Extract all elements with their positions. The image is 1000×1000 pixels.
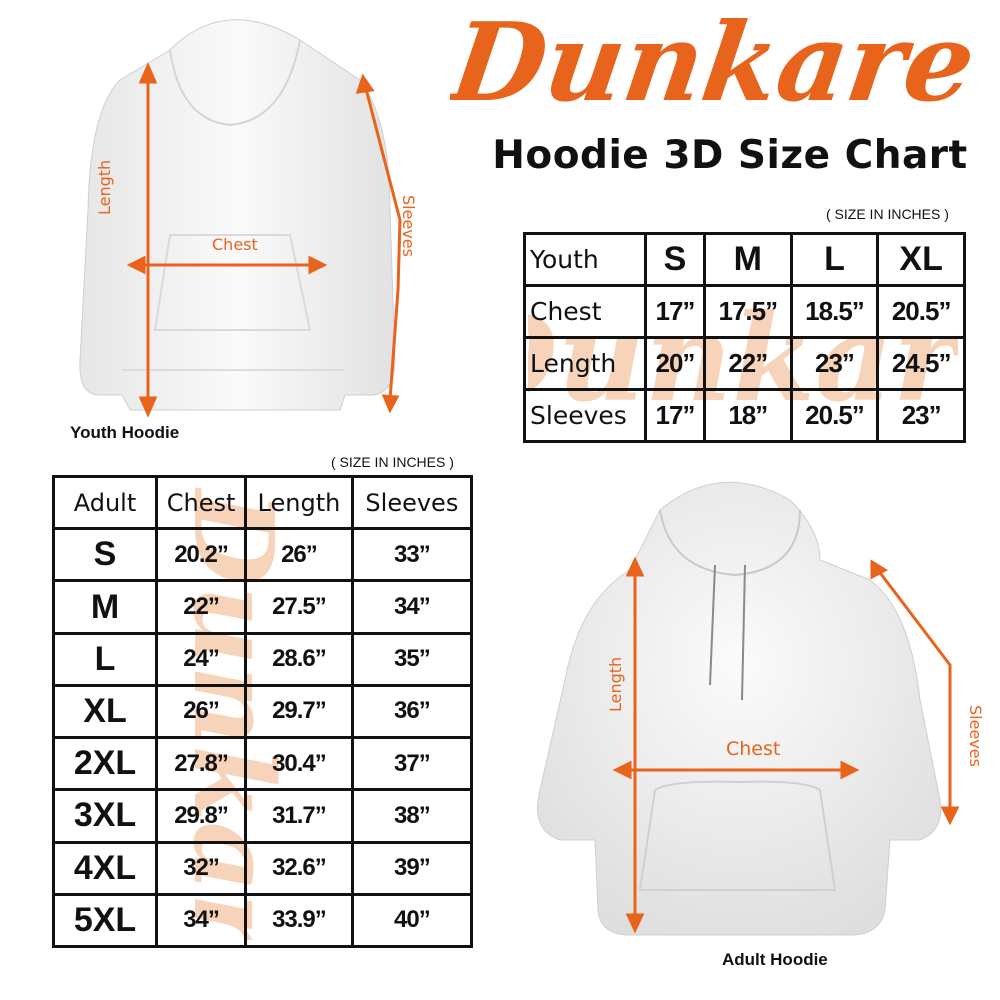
cell: 23” <box>876 388 966 443</box>
length-label: Length <box>95 159 114 215</box>
cell: 34” <box>350 579 474 635</box>
cell: 22” <box>154 579 248 635</box>
row-label: Length <box>523 336 647 391</box>
size-label: 2XL <box>52 736 158 792</box>
table-row: M 22” 27.5” 34” <box>52 579 474 635</box>
cell: 26” <box>244 527 354 583</box>
table-row: Length 20” 22” 23” 24.5” <box>523 336 966 391</box>
column-header: Chest <box>154 474 248 531</box>
table-row: 2XL 27.8” 30.4” 37” <box>52 736 474 792</box>
cell: 18” <box>702 388 793 443</box>
adult-unit-note: ( SIZE IN INCHES ) <box>331 454 454 470</box>
cell: 36” <box>350 683 474 740</box>
cell: 24” <box>154 631 248 687</box>
cell: 24.5” <box>876 336 966 391</box>
youth-unit-note: ( SIZE IN INCHES ) <box>826 206 949 222</box>
page-title: Hoodie 3D Size Chart <box>492 133 968 178</box>
cell: 32” <box>154 840 248 896</box>
size-header: M <box>702 232 793 287</box>
cell: 33.9” <box>244 892 354 949</box>
size-header: XL <box>876 232 966 287</box>
size-label: 5XL <box>52 892 158 949</box>
table-header-row: Adult Chest Length Sleeves <box>52 474 474 531</box>
column-header: Adult <box>52 474 158 531</box>
column-header: Sleeves <box>350 474 474 531</box>
size-header: S <box>644 232 706 287</box>
table-row: 3XL 29.8” 31.7” 38” <box>52 788 474 844</box>
cell: 37” <box>350 736 474 792</box>
cell: 28.6” <box>244 631 354 687</box>
table-row: 5XL 34” 33.9” 40” <box>52 892 474 949</box>
size-label: L <box>52 631 158 687</box>
cell: 27.8” <box>154 736 248 792</box>
cell: 35” <box>350 631 474 687</box>
adult-hoodie-image <box>537 481 960 936</box>
table-row: XL 26” 29.7” 36” <box>52 683 474 740</box>
cell: 33” <box>350 527 474 583</box>
cell: 32.6” <box>244 840 354 896</box>
adult-size-table: Adult Chest Length Sleeves S 20.2” 26” 33” M… <box>52 474 474 949</box>
cell: 20” <box>644 336 706 391</box>
cell: 31.7” <box>244 788 354 844</box>
cell: 17” <box>644 388 706 443</box>
cell: 20.5” <box>876 284 966 339</box>
svg-text:Dunkare: Dunkare <box>450 0 983 126</box>
cell: 23” <box>789 336 880 391</box>
size-header: L <box>789 232 880 287</box>
cell: 29.8” <box>154 788 248 844</box>
length-label: Length <box>606 656 625 712</box>
cell: 30.4” <box>244 736 354 792</box>
table-row: S 20.2” 26” 33” <box>52 527 474 583</box>
cell: 17.5” <box>702 284 793 339</box>
cell: 20.2” <box>154 527 248 583</box>
table-row: L 24” 28.6” 35” <box>52 631 474 687</box>
cell: 39” <box>350 840 474 896</box>
corner-cell: Youth <box>523 232 647 287</box>
size-label: M <box>52 579 158 635</box>
row-label: Chest <box>523 284 647 339</box>
size-label: S <box>52 527 158 583</box>
size-label: 4XL <box>52 840 158 896</box>
cell: 38” <box>350 788 474 844</box>
table-row: Sleeves 17” 18” 20.5” 23” <box>523 388 966 443</box>
table-header-row: Youth S M L XL <box>523 232 966 287</box>
size-label: 3XL <box>52 788 158 844</box>
cell: 27.5” <box>244 579 354 635</box>
cell: 40” <box>350 892 474 949</box>
youth-size-table: Youth S M L XL Chest 17” 17.5” 18.5” 20.… <box>523 232 966 443</box>
adult-hoodie-label: Adult Hoodie <box>722 950 828 969</box>
chest-label: Chest <box>726 738 781 760</box>
cell: 17” <box>644 284 706 339</box>
sleeves-label: Sleeves <box>966 705 985 767</box>
youth-hoodie-image <box>79 19 402 418</box>
table-row: 4XL 32” 32.6” 39” <box>52 840 474 896</box>
cell: 34” <box>154 892 248 949</box>
cell: 18.5” <box>789 284 880 339</box>
table-row: Chest 17” 17.5” 18.5” 20.5” <box>523 284 966 339</box>
chest-label: Chest <box>212 235 258 254</box>
size-label: XL <box>52 683 158 740</box>
sleeves-label: Sleeves <box>399 195 418 257</box>
cell: 22” <box>702 336 793 391</box>
cell: 29.7” <box>244 683 354 740</box>
cell: 20.5” <box>789 388 880 443</box>
column-header: Length <box>244 474 354 531</box>
brand-logo: Dunkare <box>450 0 983 126</box>
row-label: Sleeves <box>523 388 647 443</box>
youth-hoodie-label: Youth Hoodie <box>70 423 180 442</box>
cell: 26” <box>154 683 248 740</box>
